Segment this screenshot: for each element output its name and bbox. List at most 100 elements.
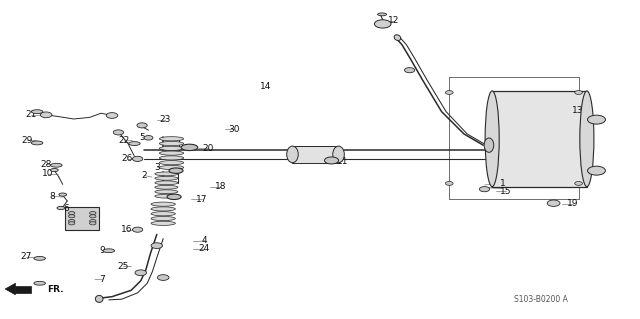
- Text: 17: 17: [196, 195, 207, 204]
- Ellipse shape: [31, 141, 43, 145]
- Ellipse shape: [155, 185, 178, 189]
- Ellipse shape: [34, 281, 45, 285]
- Circle shape: [68, 219, 75, 223]
- Circle shape: [90, 215, 96, 218]
- Circle shape: [137, 123, 147, 128]
- Text: 30: 30: [228, 125, 239, 134]
- Ellipse shape: [159, 146, 184, 150]
- Circle shape: [575, 91, 582, 94]
- Text: 25: 25: [117, 262, 129, 271]
- Circle shape: [144, 136, 153, 140]
- Circle shape: [113, 130, 124, 135]
- Text: 8: 8: [50, 192, 55, 201]
- Text: 7: 7: [100, 275, 105, 284]
- Ellipse shape: [181, 144, 198, 151]
- Circle shape: [68, 222, 75, 225]
- Ellipse shape: [95, 295, 103, 302]
- Circle shape: [404, 68, 415, 73]
- Ellipse shape: [484, 138, 494, 152]
- Ellipse shape: [485, 91, 499, 187]
- Text: 4: 4: [202, 236, 207, 245]
- Text: 13: 13: [572, 106, 583, 115]
- Circle shape: [445, 182, 453, 185]
- Text: 9: 9: [100, 246, 105, 255]
- Text: 18: 18: [215, 182, 227, 191]
- Ellipse shape: [57, 206, 65, 210]
- Ellipse shape: [31, 110, 43, 114]
- Ellipse shape: [159, 151, 184, 155]
- Circle shape: [68, 215, 75, 218]
- Ellipse shape: [378, 13, 387, 16]
- Circle shape: [479, 187, 490, 192]
- Polygon shape: [5, 283, 15, 295]
- Circle shape: [90, 211, 96, 215]
- Text: FR.: FR.: [47, 285, 63, 293]
- Circle shape: [40, 112, 52, 118]
- Text: 20: 20: [202, 144, 214, 153]
- Circle shape: [588, 166, 605, 175]
- Text: 5: 5: [140, 133, 145, 142]
- Ellipse shape: [151, 207, 175, 211]
- Text: 14: 14: [260, 82, 271, 91]
- Text: 21: 21: [25, 110, 36, 119]
- Text: 19: 19: [567, 199, 579, 208]
- Polygon shape: [15, 286, 31, 293]
- Text: 23: 23: [159, 115, 171, 124]
- Ellipse shape: [151, 202, 175, 206]
- Text: 2: 2: [141, 171, 147, 180]
- Bar: [492, 91, 587, 187]
- Text: 10: 10: [42, 169, 54, 178]
- Ellipse shape: [580, 91, 594, 187]
- Circle shape: [374, 20, 391, 28]
- Circle shape: [132, 156, 143, 161]
- Ellipse shape: [155, 190, 178, 194]
- Ellipse shape: [159, 142, 184, 145]
- Circle shape: [445, 91, 453, 94]
- Ellipse shape: [394, 35, 401, 41]
- Text: 12: 12: [388, 16, 399, 25]
- Ellipse shape: [155, 194, 178, 198]
- Circle shape: [151, 243, 163, 249]
- Circle shape: [588, 115, 605, 124]
- Text: 15: 15: [500, 187, 511, 196]
- Ellipse shape: [151, 221, 175, 225]
- Circle shape: [575, 182, 582, 185]
- Ellipse shape: [51, 168, 58, 172]
- Bar: [65, 207, 99, 230]
- Ellipse shape: [287, 146, 298, 163]
- Text: 29: 29: [21, 136, 33, 145]
- Ellipse shape: [51, 163, 62, 167]
- Text: 28: 28: [40, 160, 52, 169]
- Circle shape: [90, 219, 96, 223]
- Text: 1: 1: [500, 179, 505, 188]
- Ellipse shape: [169, 168, 183, 174]
- Text: 3: 3: [154, 163, 159, 172]
- Ellipse shape: [59, 193, 67, 196]
- Text: 24: 24: [198, 244, 209, 253]
- Circle shape: [68, 211, 75, 215]
- Text: 11: 11: [337, 157, 348, 166]
- Ellipse shape: [155, 176, 178, 180]
- Text: 6: 6: [63, 204, 68, 213]
- Ellipse shape: [155, 181, 178, 185]
- Ellipse shape: [34, 256, 45, 260]
- Text: 26: 26: [121, 154, 132, 163]
- Ellipse shape: [129, 142, 140, 145]
- Ellipse shape: [151, 217, 175, 221]
- Text: 22: 22: [118, 136, 129, 145]
- Ellipse shape: [333, 146, 344, 163]
- Ellipse shape: [159, 165, 184, 170]
- Circle shape: [324, 157, 339, 164]
- Ellipse shape: [159, 137, 184, 141]
- Text: 27: 27: [20, 252, 31, 261]
- Circle shape: [90, 222, 96, 225]
- Ellipse shape: [155, 172, 178, 176]
- Circle shape: [547, 200, 560, 206]
- Ellipse shape: [151, 212, 175, 216]
- Circle shape: [157, 275, 169, 280]
- Circle shape: [132, 227, 143, 232]
- Ellipse shape: [159, 161, 184, 165]
- Bar: [292, 146, 339, 163]
- Text: 16: 16: [121, 225, 132, 234]
- Circle shape: [106, 113, 118, 118]
